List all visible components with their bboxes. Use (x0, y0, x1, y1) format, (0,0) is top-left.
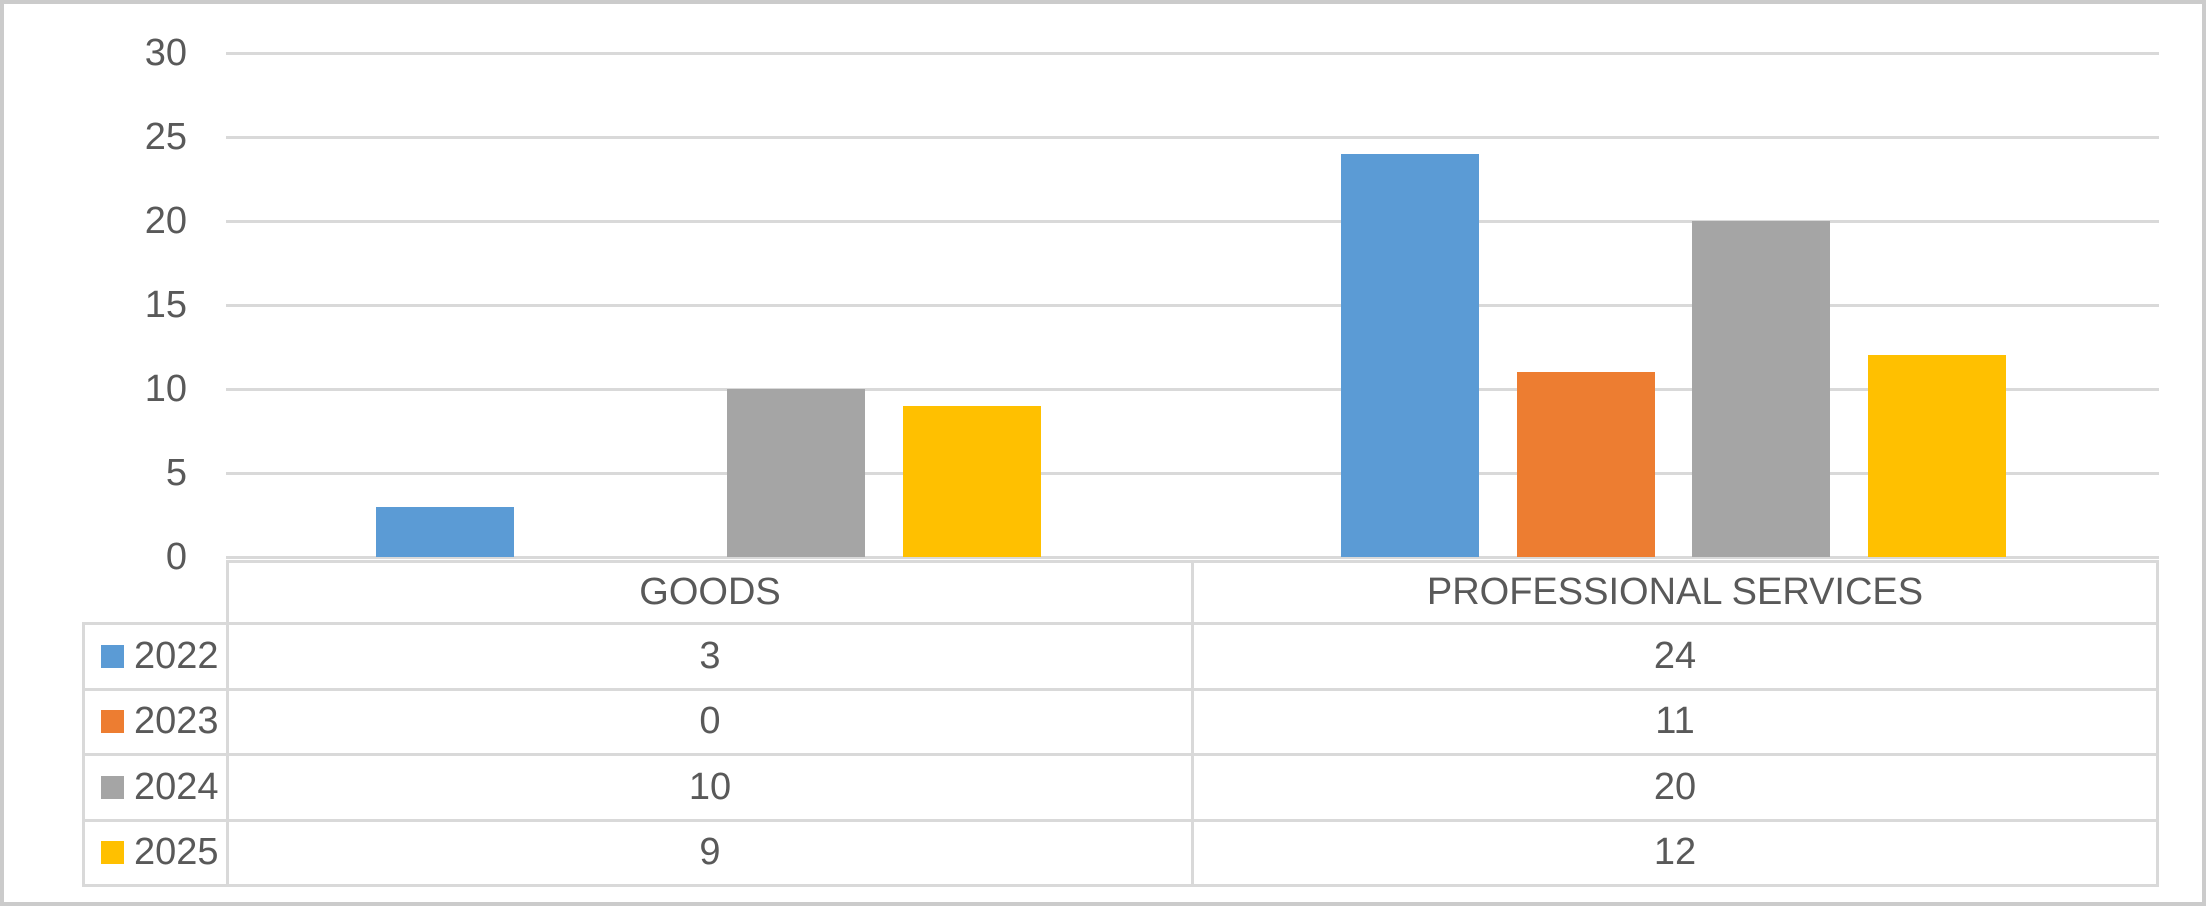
table-value-2023-professional-services: 11 (1191, 687, 2159, 756)
table-value-2023-goods: 0 (226, 687, 1194, 756)
y-tick-label-15: 15 (144, 284, 187, 326)
legend-key-2025: 2025 (82, 818, 229, 887)
bar-2025-professional-services (1867, 355, 2006, 557)
legend-key-2023: 2023 (82, 687, 229, 756)
table-value-2022-professional-services: 24 (1191, 622, 2159, 691)
legend-swatch-2023 (101, 710, 124, 734)
legend-label-2025: 2025 (134, 831, 219, 874)
y-tick-label-0: 0 (165, 536, 187, 578)
bar-2022-professional-services (1341, 153, 1480, 557)
legend-key-2024: 2024 (82, 753, 229, 822)
table-value-2025-goods: 9 (226, 818, 1194, 887)
table-header-professional-services: PROFESSIONAL SERVICES (1191, 560, 2159, 625)
table-header-goods: GOODS (226, 560, 1194, 625)
bar-2024-goods (727, 389, 866, 557)
gridline-y-5 (226, 472, 2159, 475)
gridline-y-15 (226, 304, 2159, 307)
gridline-y-20 (226, 220, 2159, 223)
y-tick-label-10: 10 (144, 368, 187, 410)
table-value-2022-goods: 3 (226, 622, 1194, 691)
y-tick-label-5: 5 (165, 452, 187, 494)
bar-2025-goods (902, 405, 1041, 557)
bar-2023-professional-services (1516, 372, 1655, 557)
table-value-2025-professional-services: 12 (1191, 818, 2159, 887)
bar-2022-goods (376, 506, 515, 557)
gridline-y-10 (226, 388, 2159, 391)
gridline-y-30 (226, 52, 2159, 55)
legend-key-2022: 2022 (82, 622, 229, 691)
legend-label-2022: 2022 (134, 634, 219, 677)
gridline-y-0 (226, 556, 2159, 559)
legend-swatch-2025 (101, 841, 124, 865)
y-tick-label-20: 20 (144, 200, 187, 242)
table-value-2024-professional-services: 20 (1191, 753, 2159, 822)
gridline-y-25 (226, 136, 2159, 139)
legend-swatch-2024 (101, 775, 124, 799)
legend-label-2023: 2023 (134, 700, 219, 743)
table-value-2024-goods: 10 (226, 753, 1194, 822)
legend-label-2024: 2024 (134, 765, 219, 808)
legend-swatch-2022 (101, 644, 124, 668)
bar-2024-professional-services (1692, 221, 1831, 557)
y-tick-label-30: 30 (144, 32, 187, 74)
y-tick-label-25: 25 (144, 116, 187, 158)
